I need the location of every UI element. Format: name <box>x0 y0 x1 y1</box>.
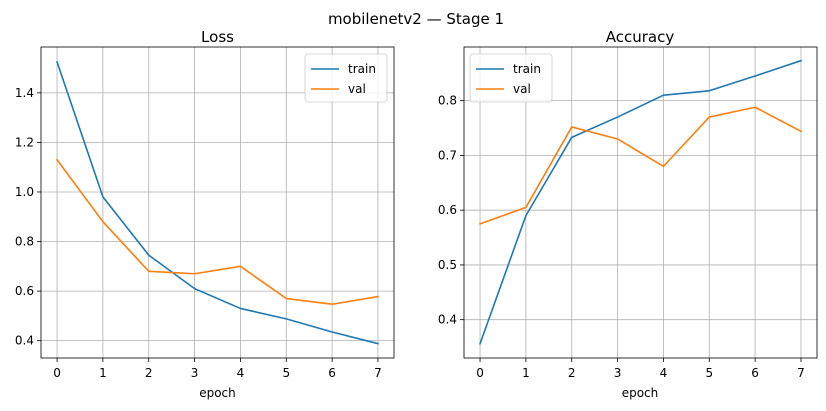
accuracy-y-ticks: 0.4 0.5 0.6 0.7 0.8 <box>438 94 464 327</box>
accuracy-x-tick-label: 7 <box>797 366 805 380</box>
loss-x-tick-label: 7 <box>374 366 382 380</box>
accuracy-grid <box>464 47 817 358</box>
loss-axes-frame <box>40 46 395 359</box>
loss-x-ticks: 0 1 2 3 4 5 6 7 <box>53 358 382 380</box>
loss-legend-box <box>304 53 388 103</box>
accuracy-series-lines <box>479 59 803 345</box>
loss-x-tick-label: 6 <box>328 366 336 380</box>
accuracy-x-tick-label: 2 <box>568 366 576 380</box>
loss-legend-val-label: val <box>348 82 366 96</box>
loss-x-tick-label: 2 <box>145 366 153 380</box>
loss-x-tick-label: 1 <box>99 366 107 380</box>
accuracy-x-axis-label: epoch <box>622 386 659 400</box>
accuracy-train-line <box>479 59 802 345</box>
loss-x-axis-label: epoch <box>199 386 236 400</box>
accuracy-chart-title: Accuracy <box>606 28 675 46</box>
accuracy-x-ticks: 0 1 2 3 4 5 6 7 <box>476 358 805 380</box>
accuracy-val-line <box>479 106 803 225</box>
accuracy-legend-val-label: val <box>513 82 531 96</box>
accuracy-y-tick-label: 0.6 <box>438 203 457 217</box>
loss-train-line <box>56 60 379 345</box>
loss-y-tick-label: 1.0 <box>15 185 34 199</box>
accuracy-axes-frame <box>463 46 818 359</box>
accuracy-legend-box <box>469 53 553 103</box>
accuracy-y-tick-label: 0.4 <box>438 313 457 327</box>
loss-y-ticks: 0.4 0.6 0.8 1.0 1.2 1.4 <box>15 86 41 348</box>
accuracy-legend: train val <box>469 53 553 103</box>
accuracy-y-tick-label: 0.7 <box>438 148 457 162</box>
accuracy-x-tick-label: 6 <box>751 366 759 380</box>
loss-y-tick-label: 0.8 <box>15 235 34 249</box>
accuracy-legend-train-label: train <box>513 62 541 76</box>
loss-x-tick-label: 3 <box>191 366 199 380</box>
loss-y-tick-label: 1.4 <box>15 86 34 100</box>
loss-subplot: Loss 0 1 2 3 4 5 6 7 0.4 0.6 0.8 1.0 1.2 1.4 epoch t… <box>15 28 395 400</box>
accuracy-x-tick-label: 3 <box>614 366 622 380</box>
loss-y-tick-label: 0.4 <box>15 334 34 348</box>
loss-x-tick-label: 0 <box>53 366 61 380</box>
loss-x-tick-label: 4 <box>237 366 245 380</box>
accuracy-y-tick-label: 0.5 <box>438 258 457 272</box>
accuracy-x-tick-label: 4 <box>660 366 668 380</box>
loss-y-tick-label: 1.2 <box>15 135 34 149</box>
accuracy-x-tick-label: 1 <box>522 366 530 380</box>
loss-chart-title: Loss <box>201 28 234 46</box>
loss-series-lines <box>55 60 379 345</box>
figure-suptitle: mobilenetv2 — Stage 1 <box>328 10 504 28</box>
accuracy-x-tick-label: 5 <box>705 366 713 380</box>
loss-val-line <box>55 158 379 306</box>
accuracy-y-tick-label: 0.8 <box>438 94 457 108</box>
accuracy-x-tick-label: 0 <box>476 366 484 380</box>
loss-legend: train val <box>304 53 388 103</box>
loss-y-tick-label: 0.6 <box>15 284 34 298</box>
loss-legend-train-label: train <box>348 62 376 76</box>
loss-x-tick-label: 5 <box>282 366 290 380</box>
